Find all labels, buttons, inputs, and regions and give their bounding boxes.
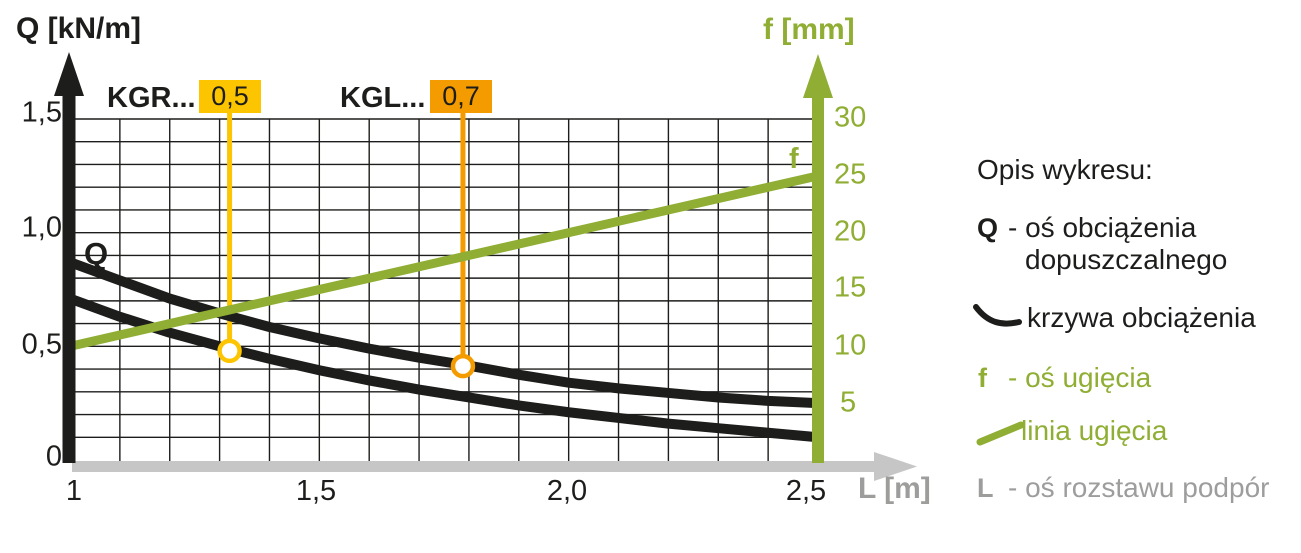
f-tick-30: 30 — [834, 101, 867, 134]
load-curve-lower-kgr — [65, 293, 823, 443]
y-left-axis-title: Q [kN/m] — [16, 12, 142, 45]
load-curve-label: Q — [84, 236, 109, 271]
legend-title: Opis wykresu: — [977, 154, 1153, 185]
marker-kgl-value-box: 0,7 — [430, 80, 492, 113]
marker-kgr-value-box: 0,5 — [199, 80, 261, 113]
deflection-line-symbol-icon — [976, 421, 1025, 446]
l-tick-2-5: 2,5 — [785, 475, 827, 507]
l-tick-1: 1 — [65, 475, 83, 507]
load-curve-upper-kgl — [65, 257, 823, 409]
f-tick-25: 25 — [834, 158, 867, 191]
l-tick-1-5: 1,5 — [295, 475, 337, 507]
legend-text-curve: krzywa obciążenia — [1027, 302, 1256, 333]
x-axis-arrowhead — [874, 452, 917, 481]
y-right-axis-title: f [mm] — [763, 13, 855, 46]
q-tick-1-0: 1,0 — [21, 211, 62, 244]
marker-kgl-label: KGL... — [340, 82, 426, 114]
l-tick-2-0: 2,0 — [546, 475, 588, 507]
y-axis-right-arrowhead — [803, 54, 833, 98]
deflection-line — [65, 171, 823, 351]
x-axis-title: L [m] — [858, 472, 931, 505]
legend-symbol-f: f — [978, 363, 987, 393]
x-axis-line — [72, 461, 874, 472]
legend-text-line: linia ugięcia — [1021, 415, 1168, 446]
f-tick-10: 10 — [834, 329, 867, 362]
legend-text-q: - oś obciążenia — [1008, 212, 1197, 243]
legend-symbol-q: Q — [977, 213, 999, 243]
q-tick-1-5: 1,5 — [21, 96, 62, 129]
q-tick-0: 0 — [45, 440, 62, 473]
marker-kgr-label: KGR... — [107, 82, 196, 114]
load-curve-symbol-icon — [973, 304, 1022, 327]
legend-text-f: - oś ugięcia — [1008, 362, 1152, 393]
marker-circle-kgl — [450, 353, 476, 379]
y-axis-left-arrowhead — [54, 52, 84, 96]
f-tick-20: 20 — [834, 215, 867, 248]
marker-circle-kgr — [217, 338, 242, 364]
legend-text-l: - oś rozstawu podpór — [1008, 472, 1270, 503]
deflection-line-label: f — [789, 143, 799, 175]
legend-symbol-l: L — [977, 473, 994, 503]
y-axis-left-line — [62, 85, 76, 463]
q-tick-0-5: 0,5 — [21, 328, 62, 361]
f-tick-5: 5 — [840, 386, 857, 419]
f-tick-15: 15 — [834, 271, 867, 304]
legend-text-q-line2: dopuszczalnego — [1025, 244, 1228, 275]
y-axis-right-line — [812, 94, 824, 463]
